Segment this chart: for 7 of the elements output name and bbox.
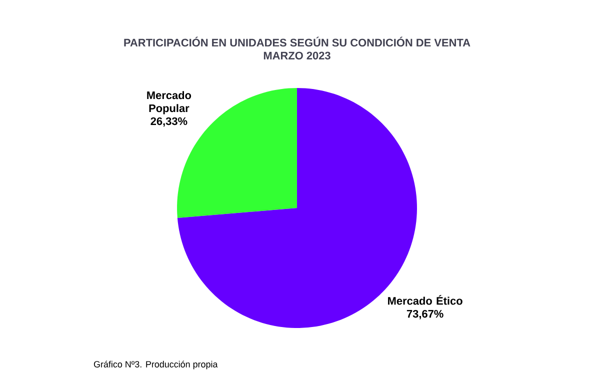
data-label: 73,67% — [406, 310, 444, 320]
slice-label: Mercado Popular — [147, 91, 192, 114]
slice-label: Mercado Ético — [388, 294, 462, 305]
text: Gráfico Nº3. Producción propia — [94, 360, 218, 370]
data-label: 26,33% — [150, 117, 188, 127]
chart-title: PARTICIPACIÓN EN UNIDADES SEGÚN SU CONDICIÓN DE VENTA — [124, 36, 470, 47]
chart-subtitle: MARZO 2023 — [264, 52, 330, 60]
